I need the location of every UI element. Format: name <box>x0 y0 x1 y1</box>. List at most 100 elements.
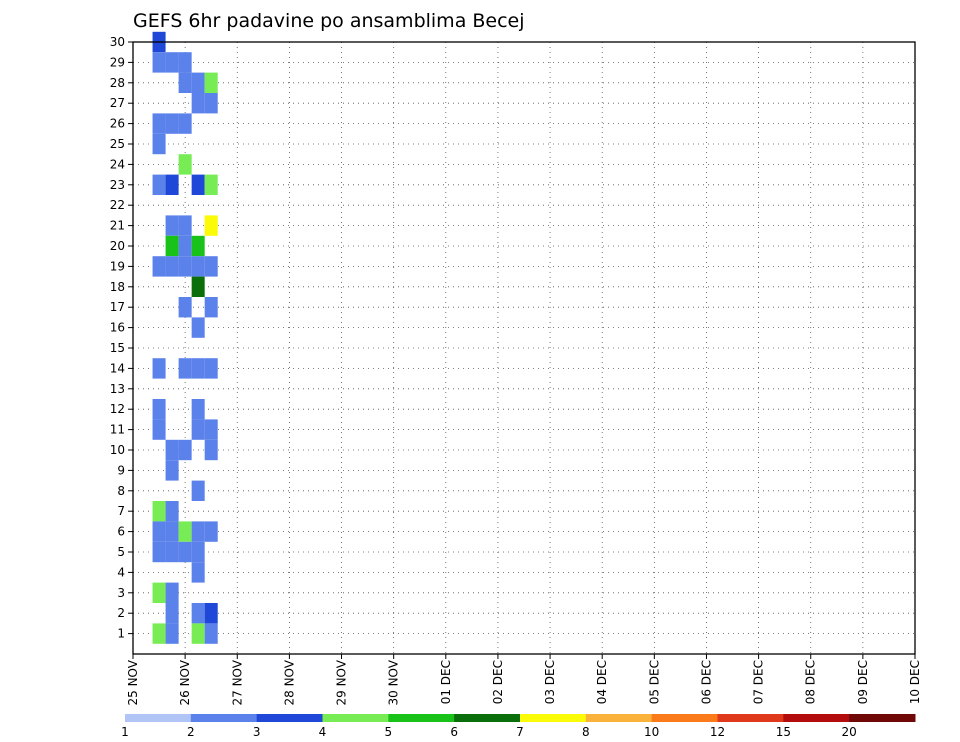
y-tick-label: 24 <box>110 157 125 171</box>
precip-cell <box>204 256 218 277</box>
precip-cell <box>165 603 179 624</box>
y-tick-label: 12 <box>110 402 125 416</box>
precip-cell <box>178 113 192 134</box>
y-tick-label: 23 <box>110 178 125 192</box>
y-tick-label: 22 <box>110 198 125 212</box>
precip-cell <box>191 603 205 624</box>
x-tick-label: 26 NOV <box>178 659 192 705</box>
precip-cell <box>204 174 218 195</box>
y-tick-label: 26 <box>110 117 125 131</box>
colorbar-swatch <box>520 714 587 722</box>
y-tick-label: 14 <box>110 361 125 375</box>
precip-cell <box>204 521 218 542</box>
colorbar-swatch <box>454 714 521 722</box>
colorbar-swatch <box>190 714 258 722</box>
x-tick-label: 28 NOV <box>282 659 296 705</box>
colorbar-swatch <box>717 714 784 722</box>
precip-cell <box>178 521 192 542</box>
y-tick-label: 16 <box>110 321 125 335</box>
y-tick-label: 11 <box>110 423 125 437</box>
precip-cell <box>165 521 179 542</box>
y-tick-label: 3 <box>117 586 125 600</box>
precip-cell <box>165 501 179 522</box>
precip-cell <box>152 521 166 542</box>
y-tick-label: 2 <box>117 606 125 620</box>
y-tick-label: 30 <box>110 35 125 49</box>
precip-cell <box>165 256 179 277</box>
precip-cell <box>152 419 166 440</box>
x-tick-label: 01 DEC <box>439 660 453 704</box>
precip-cell <box>191 276 205 297</box>
precip-cell <box>152 52 166 73</box>
y-tick-label: 19 <box>110 259 125 273</box>
x-tick-label: 07 DEC <box>752 660 766 704</box>
colorbar-swatch <box>585 714 653 722</box>
precip-cell <box>152 399 166 420</box>
y-tick-label: 18 <box>110 280 125 294</box>
precip-cell <box>178 541 192 563</box>
precip-cell <box>165 235 179 257</box>
precip-cell <box>191 174 205 195</box>
y-tick-label: 28 <box>110 76 125 90</box>
x-tick-label: 04 DEC <box>595 660 609 704</box>
x-tick-label: 09 DEC <box>856 660 870 704</box>
y-tick-label: 27 <box>110 96 125 110</box>
x-tick-label: 29 NOV <box>335 659 349 705</box>
precip-cell <box>191 623 205 644</box>
precip-cell <box>178 215 192 236</box>
precip-cell <box>204 439 218 461</box>
precip-cell <box>165 52 179 73</box>
precip-cell <box>191 235 205 257</box>
y-tick-label: 5 <box>117 545 125 559</box>
precip-cell <box>152 582 166 603</box>
precip-cell <box>178 52 192 73</box>
grid-lines <box>133 41 916 654</box>
y-tick-label: 15 <box>110 341 125 355</box>
precip-cell <box>165 215 179 236</box>
colorbar-label: 7 <box>516 725 524 739</box>
x-tick-label: 05 DEC <box>647 660 661 704</box>
precip-cell <box>152 623 166 644</box>
precip-cell <box>152 133 166 155</box>
x-tick-label: 02 DEC <box>491 660 505 704</box>
precip-cell <box>204 623 218 644</box>
precip-cell <box>204 358 218 379</box>
colorbar-swatch <box>256 714 323 722</box>
precip-cell <box>152 174 166 195</box>
precip-cell <box>191 93 205 114</box>
precip-cell <box>191 256 205 277</box>
colorbar-swatch <box>388 714 455 722</box>
colorbar-swatch <box>322 714 389 722</box>
y-tick-label: 4 <box>117 565 125 579</box>
precip-cell <box>165 623 179 644</box>
precip-cell <box>178 154 192 175</box>
chart-title: GEFS 6hr padavine po ansamblima Becej <box>133 10 525 32</box>
colorbar-label: 3 <box>253 725 261 739</box>
precip-cell <box>204 72 218 93</box>
precip-cell <box>204 215 218 236</box>
colorbar-label: 4 <box>319 725 327 739</box>
precip-cell <box>191 358 205 379</box>
precip-cell <box>178 297 192 318</box>
precip-cell <box>191 72 205 93</box>
precip-cell <box>152 501 166 522</box>
y-tick-label: 29 <box>110 55 125 69</box>
y-tick-label: 8 <box>117 484 125 498</box>
precip-cell <box>204 297 218 318</box>
colorbar-label: 12 <box>710 725 725 739</box>
precip-cell <box>178 439 192 461</box>
precip-cell <box>191 419 205 440</box>
colorbar-label: 2 <box>187 725 195 739</box>
y-tick-label: 6 <box>117 525 125 539</box>
precip-cell <box>165 541 179 563</box>
precip-cell <box>152 113 166 134</box>
x-tick-label: 08 DEC <box>804 660 818 704</box>
y-tick-label: 21 <box>110 219 125 233</box>
precip-cell <box>191 562 205 583</box>
colorbar-label: 5 <box>385 725 393 739</box>
precip-cell <box>191 521 205 542</box>
y-tick-label: 13 <box>110 382 125 396</box>
precip-cell <box>204 603 218 624</box>
x-tick-label: 27 NOV <box>230 659 244 705</box>
y-tick-label: 17 <box>110 300 125 314</box>
